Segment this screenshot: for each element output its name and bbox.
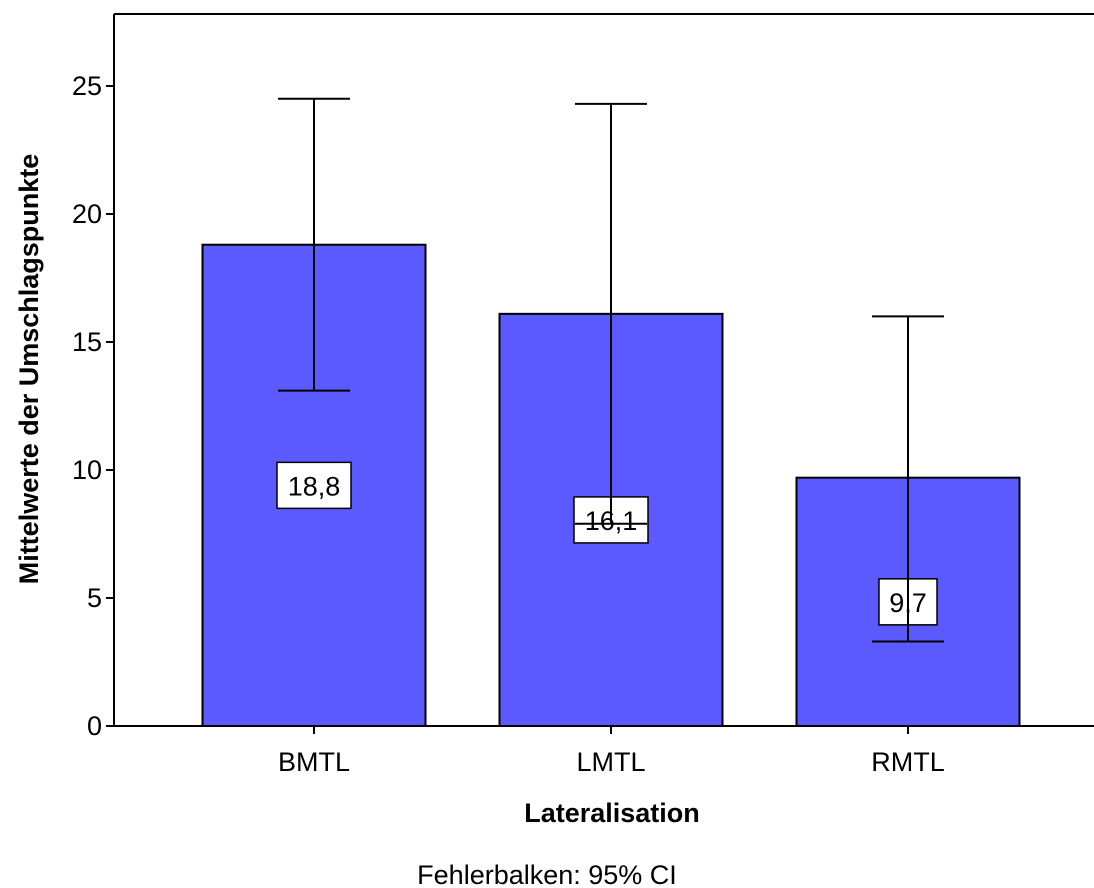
y-tick-label-25: 25 [72, 71, 102, 101]
y-tick-label-15: 15 [72, 327, 102, 357]
x-axis-title: Lateralisation [524, 798, 700, 828]
x-tick-label-bmtl: BMTL [278, 747, 350, 777]
error-bar-footnote: Fehlerbalken: 95% CI [417, 860, 677, 888]
data-label-text-bmtl: 18,8 [288, 471, 341, 501]
y-axis-title: Mittelwerte der Umschlagspunkte [14, 154, 44, 585]
y-tick-label-5: 5 [87, 583, 102, 613]
x-tick-label-rmtl: RMTL [871, 747, 945, 777]
y-tick-label-20: 20 [72, 199, 102, 229]
y-tick-label-0: 0 [87, 711, 102, 741]
x-tick-label-lmtl: LMTL [576, 747, 645, 777]
data-label-box-bmtl [276, 461, 352, 510]
data-label-bmtl: 18,8 [276, 461, 352, 510]
y-tick-label-10: 10 [72, 455, 102, 485]
